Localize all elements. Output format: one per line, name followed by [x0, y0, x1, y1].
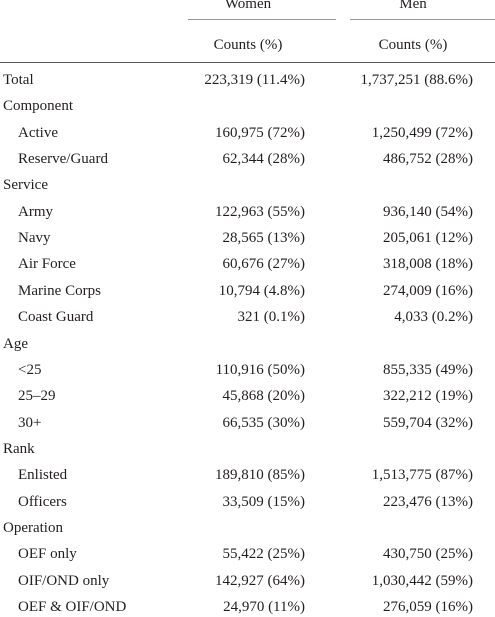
column-group: Women	[224, 0, 272, 12]
section-label: Total	[3, 72, 34, 88]
section-label: Component	[3, 98, 73, 115]
women-count: 110,916 (50%)	[215, 361, 305, 378]
section-label: Age	[3, 335, 28, 352]
group-rule	[188, 19, 336, 20]
column-header: Counts (%)	[378, 37, 448, 53]
women-count: 142,927 (64%)	[215, 572, 305, 589]
section-label: Rank	[3, 440, 35, 457]
women-count: 28,565 (13%)	[222, 230, 306, 247]
row-label: OEF only	[18, 546, 77, 563]
men-count: 855,335 (49%)	[383, 361, 473, 378]
row-label: Officers	[18, 493, 67, 510]
men-count: 1,737,251 (88.6%)	[360, 72, 474, 88]
men-count: 1,030,442 (59%)	[371, 572, 473, 589]
women-count: 33,509 (15%)	[222, 493, 306, 510]
row-label: 25–29	[18, 388, 56, 405]
row-label: Reserve/Guard	[18, 151, 108, 168]
men-count: 486,752 (28%)	[383, 151, 473, 168]
group-rule	[350, 19, 495, 20]
men-count: 1,513,775 (87%)	[371, 467, 473, 484]
column-header: Counts (%)	[213, 37, 283, 53]
men-count: 276,059 (16%)	[383, 599, 473, 615]
women-count: 122,963 (55%)	[215, 203, 305, 220]
row-label: Coast Guard	[18, 309, 94, 326]
men-count: 205,061 (12%)	[383, 230, 473, 247]
men-count: 1,250,499 (72%)	[371, 124, 473, 141]
row-label: Navy	[18, 230, 51, 247]
women-count: 10,794 (4.8%)	[218, 282, 305, 299]
row-label: Air Force	[18, 256, 76, 273]
row-label: Enlisted	[18, 467, 68, 484]
women-count: 55,422 (25%)	[222, 546, 306, 563]
section-label: Operation	[3, 519, 63, 536]
women-count: 45,868 (20%)	[222, 388, 306, 405]
section-label: Service	[3, 177, 48, 194]
men-count: 4,033 (0.2%)	[394, 309, 473, 326]
men-count: 318,008 (18%)	[383, 256, 473, 273]
women-count: 62,344 (28%)	[222, 151, 306, 168]
women-count: 60,676 (27%)	[222, 256, 306, 273]
women-count: 223,319 (11.4%)	[204, 72, 305, 88]
row-label: Army	[18, 203, 53, 220]
header-rule	[0, 62, 495, 63]
men-count: 322,212 (19%)	[383, 388, 473, 405]
men-count: 274,009 (16%)	[383, 282, 473, 299]
row-label: OIF/OND only	[18, 572, 110, 589]
women-count: 189,810 (85%)	[215, 467, 305, 484]
row-label: 30+	[18, 414, 42, 431]
women-count: 321 (0.1%)	[237, 309, 306, 326]
women-count: 66,535 (30%)	[222, 414, 306, 431]
column-group: Men	[399, 0, 427, 12]
men-count: 936,140 (54%)	[383, 203, 473, 220]
men-count: 223,476 (13%)	[383, 493, 473, 510]
row-label: <25	[18, 361, 42, 378]
men-count: 430,750 (25%)	[383, 546, 473, 563]
women-count: 24,970 (11%)	[223, 599, 305, 615]
row-label: Marine Corps	[18, 282, 101, 299]
men-count: 559,704 (32%)	[383, 414, 473, 431]
women-count: 160,975 (72%)	[215, 124, 305, 141]
row-label: Active	[18, 124, 58, 141]
row-label: OEF & OIF/OND	[18, 599, 127, 615]
